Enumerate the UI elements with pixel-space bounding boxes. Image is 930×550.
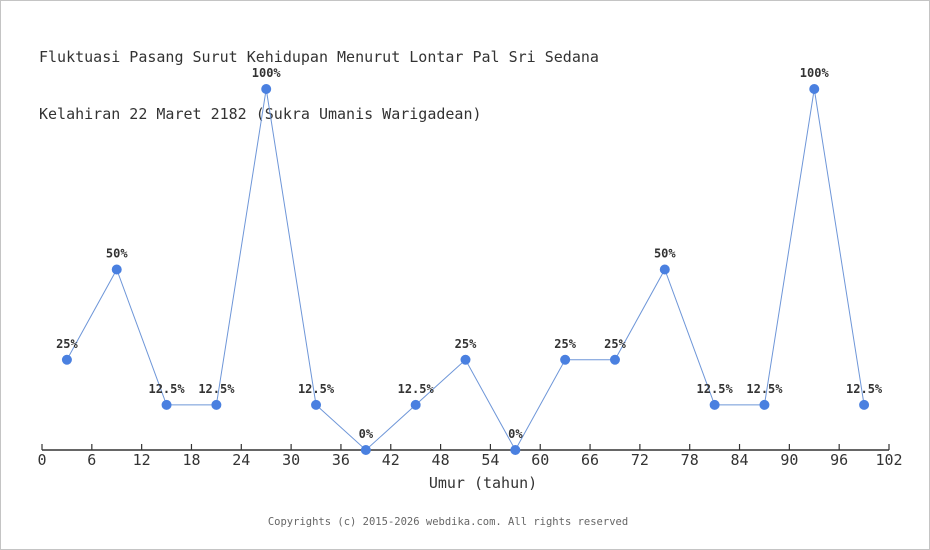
- x-tick-label: 30: [282, 451, 300, 469]
- data-point-label: 100%: [800, 66, 830, 80]
- data-point: [510, 445, 521, 455]
- data-point: [759, 399, 770, 410]
- x-tick-label: 24: [232, 451, 250, 469]
- x-axis-title: Umur (tahun): [428, 474, 538, 492]
- x-tick-label: 96: [830, 451, 848, 469]
- data-point: [460, 354, 471, 365]
- copyright-text: Copyrights (c) 2015-2026 webdika.com. Al…: [267, 516, 629, 528]
- chart-title: Fluktuasi Pasang Surut Kehidupan Menurut…: [39, 10, 599, 162]
- x-tick-label: 72: [631, 451, 649, 469]
- x-tick-label: 48: [432, 451, 450, 469]
- x-tick-label: 60: [531, 451, 549, 469]
- data-point: [709, 399, 720, 410]
- data-point-label: 12.5%: [148, 382, 185, 396]
- x-tick-label: 102: [875, 451, 902, 469]
- data-point-label: 12.5%: [198, 382, 235, 396]
- x-tick-label: 54: [481, 451, 499, 469]
- chart-title-line2: Kelahiran 22 Maret 2182 (Sukra Umanis Wa…: [39, 105, 482, 123]
- data-point: [609, 354, 620, 365]
- x-tick-label: 42: [382, 451, 400, 469]
- data-point-label: 100%: [252, 66, 282, 80]
- data-point-label: 12.5%: [697, 382, 734, 396]
- data-point-label: 12.5%: [398, 382, 435, 396]
- data-point-label: 25%: [455, 337, 477, 351]
- x-tick-label: 84: [730, 451, 748, 469]
- series-line: [66, 88, 865, 452]
- data-point: [211, 399, 222, 410]
- data-point-label: 25%: [554, 337, 576, 351]
- data-point: [161, 399, 172, 410]
- x-tick-label: 78: [681, 451, 699, 469]
- x-tick-label: 36: [332, 451, 350, 469]
- data-point: [410, 399, 421, 410]
- chart-title-line1: Fluktuasi Pasang Surut Kehidupan Menurut…: [39, 48, 599, 66]
- x-tick-label: 66: [581, 451, 599, 469]
- data-point-label: 12.5%: [746, 382, 783, 396]
- data-point: [261, 84, 272, 94]
- data-point: [659, 264, 670, 275]
- data-point-label: 50%: [106, 247, 128, 261]
- x-tick-label: 90: [780, 451, 798, 469]
- x-tick-label: 6: [87, 451, 96, 469]
- data-point: [859, 399, 870, 410]
- data-point: [311, 399, 322, 410]
- data-point: [360, 445, 371, 455]
- data-point-label: 0%: [359, 427, 374, 441]
- data-point-label: 50%: [654, 247, 676, 261]
- data-point-label: 0%: [508, 427, 523, 441]
- data-point-label: 25%: [604, 337, 626, 351]
- x-tick-label: 0: [37, 451, 46, 469]
- x-tick-label: 18: [182, 451, 200, 469]
- data-point-label: 12.5%: [846, 382, 883, 396]
- data-point: [111, 264, 122, 275]
- data-point-label: 12.5%: [298, 382, 335, 396]
- x-tick-label: 12: [133, 451, 151, 469]
- data-point: [61, 354, 72, 365]
- data-point-label: 25%: [56, 337, 78, 351]
- data-point: [809, 84, 820, 94]
- data-point: [560, 354, 571, 365]
